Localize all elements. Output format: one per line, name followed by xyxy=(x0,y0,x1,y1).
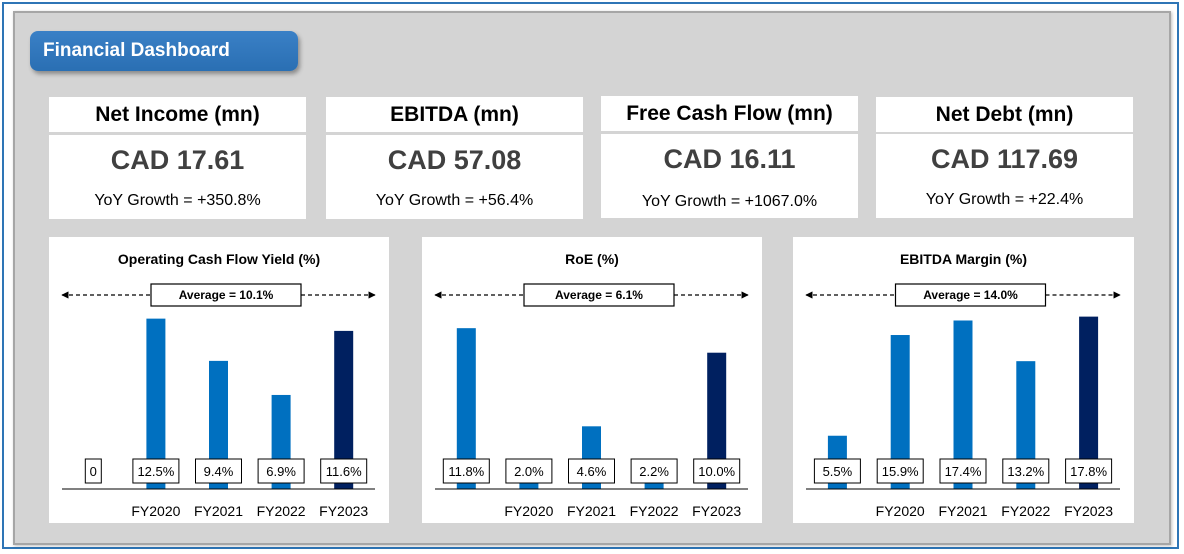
roe-chart: RoE (%) Average = 6.1% 11.8% 2.0% 4.6% 2.2% 10… xyxy=(434,251,749,519)
data-label: 17.8% xyxy=(1070,464,1107,479)
kpi-growth: YoY Growth = +22.4% xyxy=(925,191,1084,208)
x-tick-label: FY2023 xyxy=(319,503,368,519)
data-label: 5.5% xyxy=(823,464,853,479)
data-label-box xyxy=(939,458,987,484)
average-label: Average = 6.1% xyxy=(555,288,643,302)
bar xyxy=(707,352,727,489)
data-label-box xyxy=(442,458,490,484)
x-tick-label: FY2023 xyxy=(1064,503,1113,519)
average-box xyxy=(523,283,675,307)
ebitda-margin-chart: EBITDA Margin (%) Average = 14.0% 5.5% 15.9… xyxy=(805,251,1121,519)
data-label-box xyxy=(257,458,305,484)
kpi-growth: YoY Growth = +1067.0% xyxy=(641,193,818,210)
chart-card-ebitda-margin: EBITDA Margin (%) Average = 14.0% 5.5% 15.9… xyxy=(793,237,1134,523)
data-label: 17.4% xyxy=(945,464,982,479)
x-tick-label: FY2020 xyxy=(131,503,180,519)
bar xyxy=(953,320,973,489)
chart-title: Operating Cash Flow Yield (%) xyxy=(118,251,320,267)
data-label-box xyxy=(568,458,615,484)
kpi-card-free-cash-flow: CAD 16.11 YoY Growth = +1067.0% xyxy=(601,134,858,218)
data-label: 4.6% xyxy=(577,464,607,479)
x-tick-label: FY2021 xyxy=(567,503,616,519)
data-label: 6.9% xyxy=(266,464,296,479)
bar xyxy=(1079,316,1099,489)
data-label-box xyxy=(693,458,741,484)
data-label: 2.0% xyxy=(514,464,544,479)
kpi-label-ebitda: EBITDA (mn) xyxy=(326,97,583,132)
x-tick-label: FY2020 xyxy=(876,503,925,519)
kpi-growth: YoY Growth = +350.8% xyxy=(94,192,261,209)
kpi-value: CAD 117.69 xyxy=(930,144,1079,174)
bar xyxy=(209,360,228,489)
data-label-box xyxy=(813,458,861,484)
data-label-box xyxy=(876,458,924,484)
x-tick-label: FY2021 xyxy=(194,503,243,519)
kpi-growth: YoY Growth = +56.4% xyxy=(375,192,534,209)
data-label: 11.8% xyxy=(448,464,484,479)
average-label: Average = 10.1% xyxy=(179,288,274,302)
data-label: 2.2% xyxy=(639,464,669,479)
data-label-box xyxy=(1002,458,1050,484)
data-label: 15.9% xyxy=(882,464,919,479)
bar xyxy=(890,335,910,489)
kpi-value: CAD 57.08 xyxy=(387,145,522,175)
chart-card-ocf-yield: Operating Cash Flow Yield (%) Average = 1… xyxy=(49,237,389,523)
kpi-card-net-income: CAD 17.61 YoY Growth = +350.8% xyxy=(49,135,306,219)
data-label: 10.0% xyxy=(698,464,735,479)
bar xyxy=(334,330,354,489)
chart-title: RoE (%) xyxy=(565,251,619,267)
data-label-box xyxy=(195,458,242,484)
kpi-card-net-debt: CAD 117.69 YoY Growth = +22.4% xyxy=(876,134,1133,218)
data-label-box xyxy=(630,458,678,484)
kpi-value: CAD 17.61 xyxy=(110,145,245,175)
data-label: 0 xyxy=(90,464,97,479)
data-label-box xyxy=(1065,458,1113,484)
average-box xyxy=(894,283,1047,307)
average-label: Average = 14.0% xyxy=(923,288,1018,302)
chart-card-roe: RoE (%) Average = 6.1% 11.8% 2.0% 4.6% 2.2% 10… xyxy=(422,237,762,523)
page-title: Financial Dashboard xyxy=(30,31,298,71)
kpi-label-net-debt: Net Debt (mn) xyxy=(876,97,1133,132)
x-tick-label: FY2020 xyxy=(504,503,553,519)
kpi-label-net-income: Net Income (mn) xyxy=(49,97,306,132)
x-tick-label: FY2022 xyxy=(630,503,679,519)
bar xyxy=(1016,361,1036,489)
x-tick-label: FY2023 xyxy=(692,503,741,519)
ocf-yield-chart: Operating Cash Flow Yield (%) Average = 1… xyxy=(61,251,376,519)
data-label-box xyxy=(84,458,102,484)
chart-title: EBITDA Margin (%) xyxy=(900,251,1027,267)
data-label-box xyxy=(132,458,180,484)
average-box xyxy=(150,283,302,307)
bar xyxy=(146,318,166,489)
data-label: 13.2% xyxy=(1007,464,1044,479)
data-label: 11.6% xyxy=(326,464,362,479)
bar xyxy=(456,328,476,489)
data-label: 9.4% xyxy=(204,464,234,479)
kpi-value: CAD 16.11 xyxy=(663,144,796,174)
x-tick-label: FY2022 xyxy=(1001,503,1050,519)
data-label-box xyxy=(320,458,368,484)
x-tick-label: FY2021 xyxy=(938,503,987,519)
data-label-box xyxy=(505,458,553,484)
kpi-card-ebitda: CAD 57.08 YoY Growth = +56.4% xyxy=(326,135,583,219)
data-label: 12.5% xyxy=(137,464,174,479)
kpi-label-free-cash-flow: Free Cash Flow (mn) xyxy=(601,96,858,131)
x-tick-label: FY2022 xyxy=(257,503,306,519)
